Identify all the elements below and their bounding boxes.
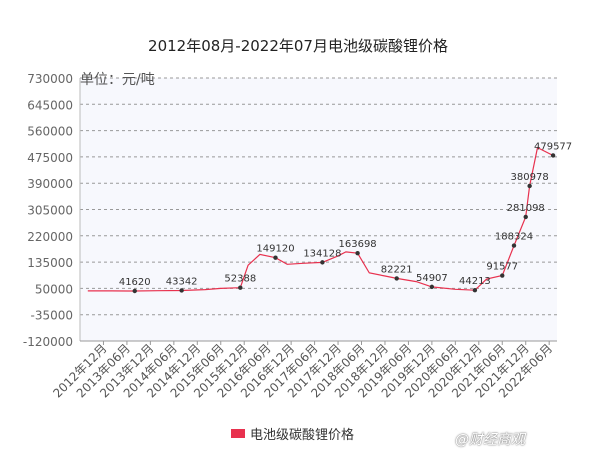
- data-point: [472, 287, 478, 293]
- y-tick-label: 135000: [27, 256, 73, 270]
- data-point: [179, 288, 184, 293]
- legend[interactable]: 电池级碳酸锂价格: [231, 424, 354, 443]
- data-label: 91577: [486, 262, 518, 273]
- data-label: 149120: [256, 244, 294, 255]
- y-tick-label: 730000: [27, 72, 73, 86]
- data-point: [523, 214, 528, 220]
- data-label: 43342: [166, 276, 198, 287]
- data-point: [273, 255, 278, 260]
- y-axis-unit-label: 单位：元/吨: [80, 72, 155, 88]
- data-point: [550, 153, 556, 158]
- data-label: 52388: [224, 274, 256, 285]
- legend-swatch: [231, 429, 245, 438]
- data-label: 82221: [381, 264, 413, 275]
- data-point: [320, 260, 325, 265]
- data-point: [132, 288, 137, 294]
- data-point: [238, 285, 243, 290]
- y-tick-label: 390000: [27, 177, 73, 191]
- watermark: @财经商观: [455, 432, 525, 448]
- y-tick-label: 305000: [27, 204, 73, 218]
- data-point: [394, 276, 399, 281]
- y-axis-ticks: 730000 645000 560000 475000 390000 305000 2200…: [23, 72, 73, 349]
- data-point: [355, 251, 360, 256]
- y-tick-label: 645000: [27, 98, 73, 112]
- legend-label: 电池级碳酸锂价格: [250, 428, 355, 443]
- data-label: 479577: [534, 141, 572, 152]
- data-label: 380978: [511, 172, 549, 183]
- data-point: [527, 183, 532, 189]
- data-label: 281098: [507, 203, 545, 214]
- data-point: [500, 273, 505, 278]
- grid-lines: [79, 77, 557, 342]
- y-tick-label: 475000: [27, 151, 73, 165]
- y-tick-label: -35000: [30, 309, 73, 323]
- data-label: 44213: [459, 276, 491, 287]
- chart-title: 2012年08月-2022年07月电池级碳酸锂价格: [148, 37, 448, 55]
- data-label: 188324: [495, 232, 533, 243]
- series-group: [87, 146, 556, 294]
- data-label: 134128: [303, 248, 341, 259]
- data-point: [511, 243, 517, 248]
- y-tick-label: -120000: [23, 335, 73, 349]
- y-tick-label: 560000: [27, 125, 73, 139]
- y-tick-label: 50000: [35, 282, 73, 296]
- x-axis-ticks: 2012年12月2013年06月2013年12月2014年06月2014年12月…: [50, 341, 555, 400]
- data-point: [429, 284, 435, 290]
- data-label: 41620: [119, 277, 151, 288]
- data-label: 163698: [339, 239, 377, 250]
- plot-area: [80, 78, 557, 341]
- data-label: 54907: [416, 273, 448, 284]
- y-tick-label: 220000: [27, 230, 73, 244]
